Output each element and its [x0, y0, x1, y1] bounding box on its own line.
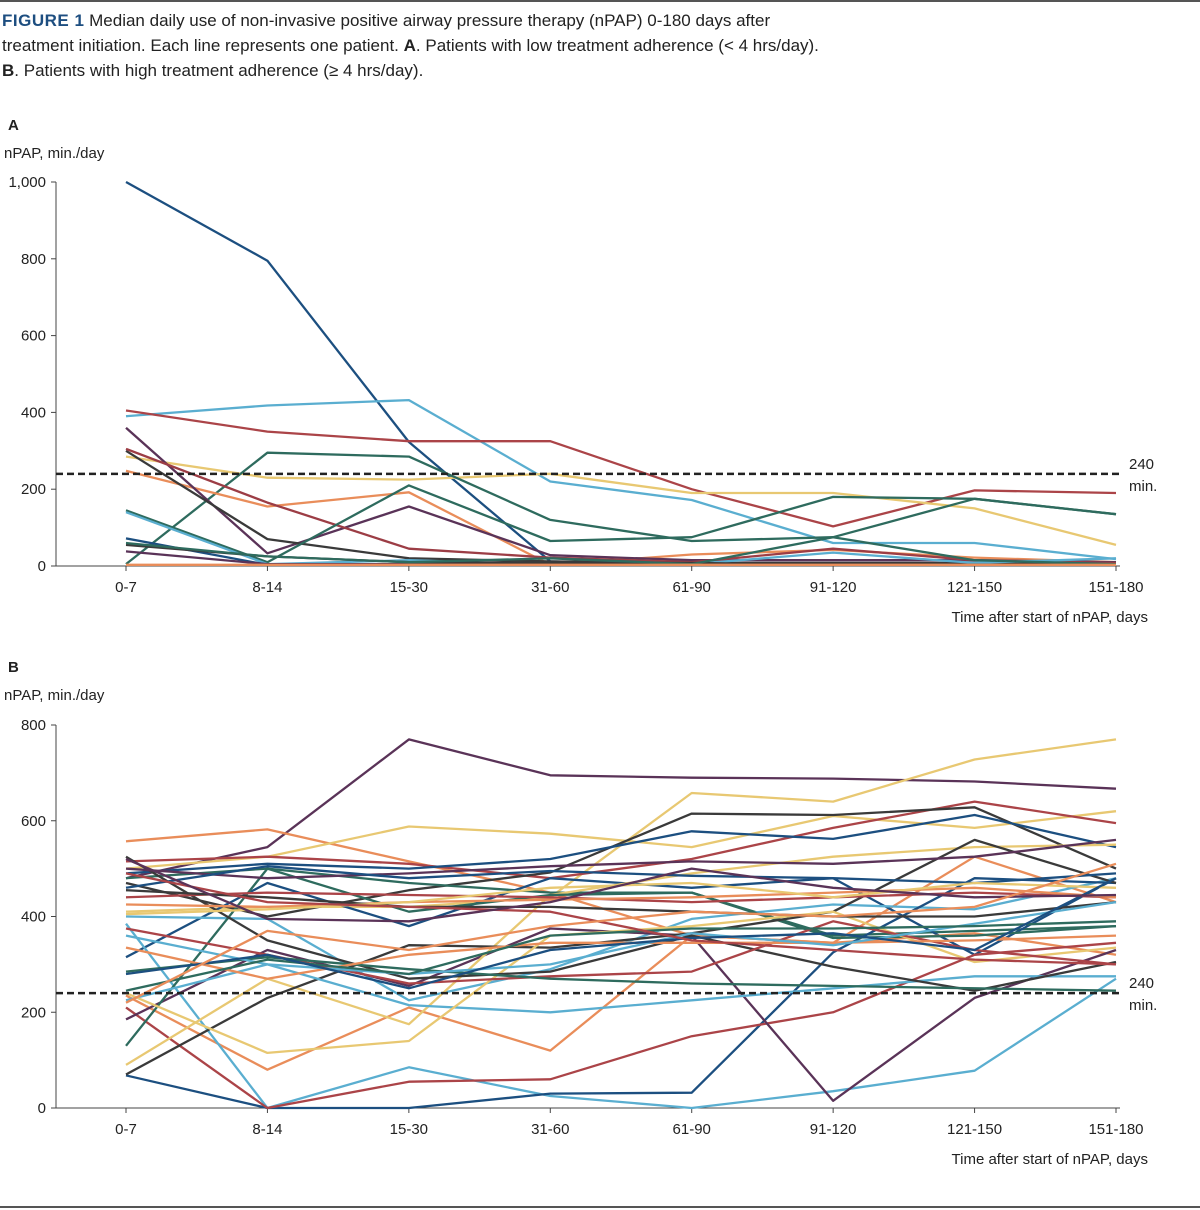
panel-b-series-line [125, 867, 1117, 937]
figure-caption: FIGURE 1 Median daily use of non-invasiv… [2, 8, 822, 83]
panel-a-series-line [125, 447, 1117, 565]
panel-a-y-tick-label: 1,000 [8, 174, 46, 191]
panel-b-reference-label: 240 [1129, 975, 1154, 992]
panel-a-series-line [125, 484, 1117, 564]
panel-b-series-line [125, 922, 1117, 1110]
panel-b-x-tick-label: 8-14 [252, 1121, 282, 1138]
panel-b-y-tick-label: 400 [21, 909, 46, 926]
panel-b-series-line [125, 813, 1117, 875]
panel-b-series-line [125, 872, 1117, 966]
panel-a-y-tick-label: 800 [21, 251, 46, 268]
panel-b-y-axis-label: nPAP, min./day [4, 687, 105, 704]
caption-text-3: . Patients with high treatment adherence… [14, 61, 424, 80]
panel-b-series-line [125, 810, 1117, 870]
panel-a-reference-unit: min. [1129, 478, 1157, 495]
panel-b-x-tick-label: 151-180 [1088, 1121, 1143, 1138]
panel-a-x-tick-label: 121-150 [947, 579, 1002, 596]
panel-a-reference-label: 240 [1129, 456, 1154, 473]
panel-a-y-tick-label: 400 [21, 404, 46, 421]
panel-b-series-line [125, 865, 1117, 889]
panel-a-x-tick-label: 151-180 [1088, 579, 1143, 596]
caption-panel-b-ref: B [2, 61, 15, 80]
panel-b-series-line [125, 877, 1117, 1110]
panel-a-y-tick-label: 0 [38, 558, 46, 575]
panel-a-series-line [125, 398, 1117, 561]
panel-a-x-tick-label: 8-14 [252, 579, 282, 596]
panel-a-label: A [8, 117, 19, 134]
panel-b-x-tick-label: 91-120 [810, 1121, 857, 1138]
panel-b-series-line [125, 877, 1117, 959]
caption-text-1: Median daily use of non-invasive positiv… [2, 11, 771, 55]
panel-b-series-line [125, 738, 1117, 880]
panel-b-y-tick-label: 600 [21, 813, 46, 830]
panel-b-series-line [125, 867, 1117, 1047]
panel-b-x-axis-label: Time after start of nPAP, days [952, 1151, 1148, 1168]
panel-a-x-tick-label: 91-120 [810, 579, 857, 596]
panel-b-series-line [125, 920, 1117, 992]
panel-b-series-line [125, 934, 1117, 980]
bottom-rule [0, 1206, 1200, 1208]
panel-b-series-line [125, 886, 1117, 909]
panel-b-series-line [125, 877, 1117, 990]
panel-b-x-tick-label: 15-30 [390, 1121, 428, 1138]
panel-b-label: B [8, 659, 19, 676]
panel-b-series-line [125, 838, 1117, 1076]
panel-b-series-line [125, 889, 1117, 918]
panel-a-y-axis-label: nPAP, min./day [4, 145, 105, 162]
panel-b-series-line [125, 941, 1117, 1110]
caption-text-2: . Patients with low treatment adherence … [415, 36, 819, 55]
panel-a-x-tick-label: 0-7 [115, 579, 137, 596]
panel-b-series-line [125, 855, 1117, 992]
panel-a-series-line [125, 536, 1117, 566]
panel-b-series-line [125, 862, 1117, 1004]
figure-label: FIGURE 1 [2, 11, 85, 30]
panel-b-y-tick-label: 800 [21, 717, 46, 734]
panel-b-series-line [125, 857, 1117, 923]
panel-b-series-line [125, 838, 1117, 880]
panel-b-series-line [125, 800, 1117, 880]
panel-a-x-tick-label: 61-90 [673, 579, 711, 596]
panel-a-x-tick-label: 31-60 [531, 579, 569, 596]
panel-a-x-axis-label: Time after start of nPAP, days [952, 609, 1148, 626]
panel-a-y-tick-label: 200 [21, 481, 46, 498]
panel-b-x-tick-label: 31-60 [531, 1121, 569, 1138]
panel-b-series-line [125, 891, 1117, 904]
panel-a-series-line [125, 409, 1117, 528]
panel-b-x-tick-label: 0-7 [115, 1121, 137, 1138]
panel-b-series-line [125, 910, 1117, 1055]
panel-b-y-tick-label: 0 [38, 1100, 46, 1117]
panel-a-y-tick-label: 600 [21, 328, 46, 345]
panel-a-x-tick-label: 15-30 [390, 579, 428, 596]
panel-b-x-tick-label: 61-90 [673, 1121, 711, 1138]
panel-b-reference-unit: min. [1129, 997, 1157, 1014]
caption-panel-a-ref: A [403, 36, 416, 55]
panel-b-series-line [125, 806, 1117, 918]
panel-b-y-tick-label: 200 [21, 1004, 46, 1021]
panel-b-series-line [125, 963, 1116, 1014]
panel-b-x-tick-label: 121-150 [947, 1121, 1002, 1138]
panel-b-series-line [125, 900, 1117, 976]
panel-b-series-line [125, 956, 1117, 992]
panel-b-series-line [125, 828, 1117, 944]
panel-a-series-line [125, 451, 1117, 566]
top-rule [0, 0, 1200, 2]
